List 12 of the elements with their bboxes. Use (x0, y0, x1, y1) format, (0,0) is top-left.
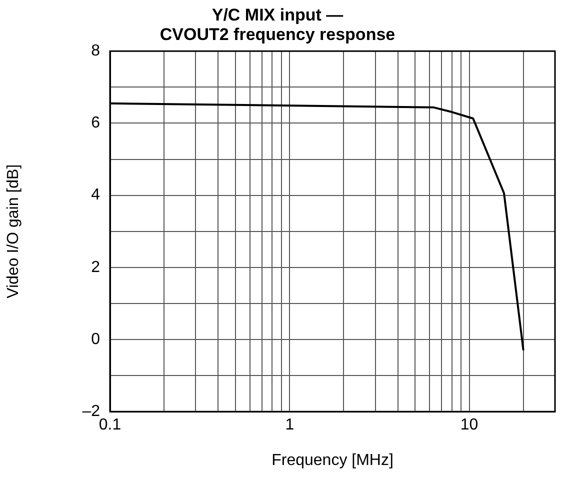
chart-title: Y/C MIX input — CVOUT2 frequency response (160, 5, 396, 44)
x-tick-label: 0.1 (98, 416, 122, 434)
y-tick-label: 2 (91, 258, 100, 276)
x-axis-title: Frequency [MHz] (272, 452, 394, 469)
y-tick-label: 4 (91, 186, 100, 204)
y-tick-label: 0 (91, 330, 100, 348)
y-tick-label: 6 (91, 114, 100, 132)
x-tick-label: 10 (460, 416, 478, 434)
x-tick-label: 1 (285, 416, 294, 434)
y-tick-label: 8 (91, 42, 100, 60)
y-tick-label: –2 (82, 403, 100, 420)
y-axis-title: Video I/O gain [dB] (5, 164, 22, 298)
